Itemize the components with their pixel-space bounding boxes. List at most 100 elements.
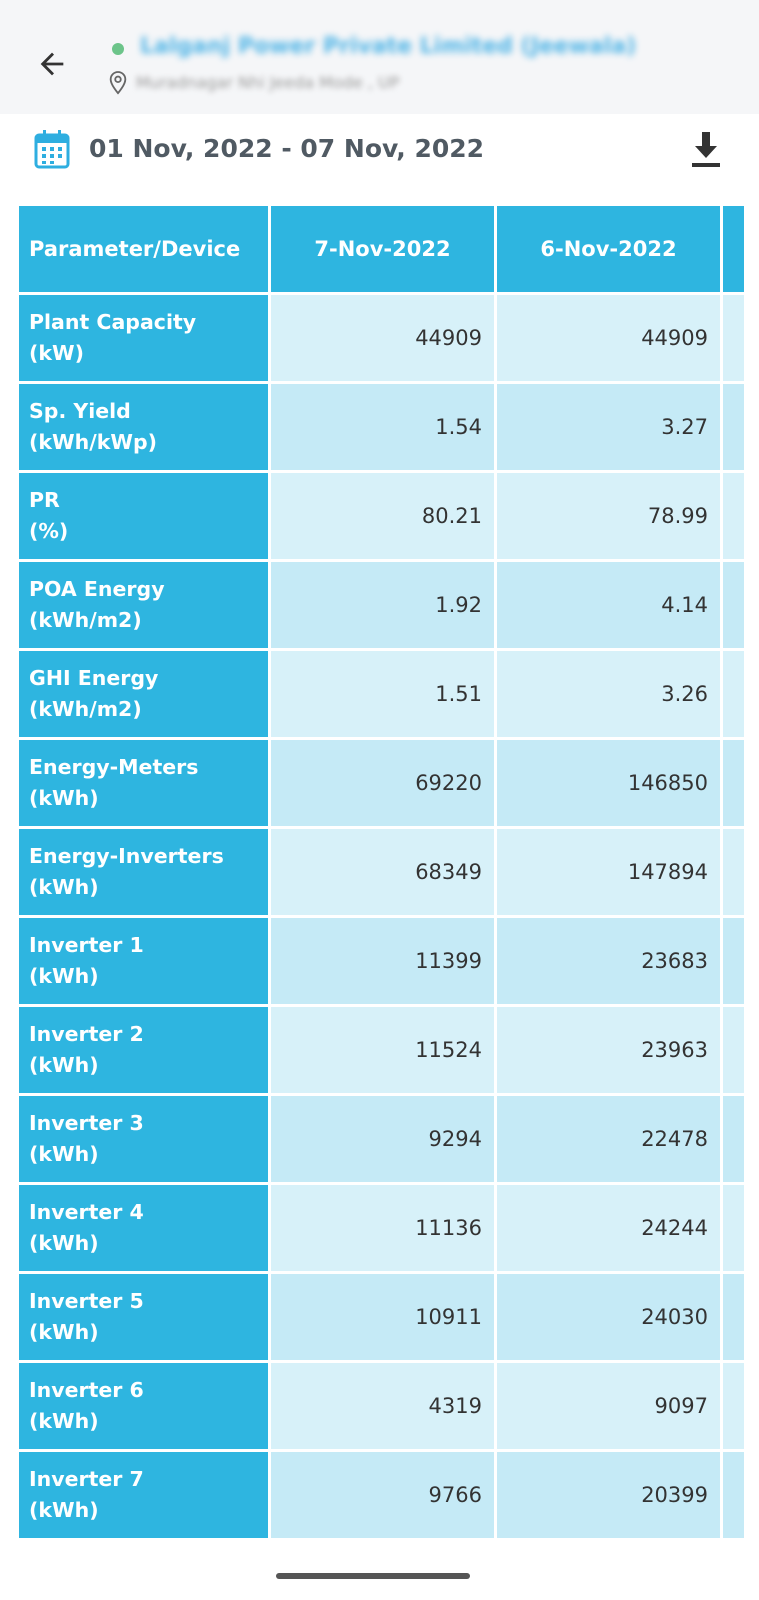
value-cell: 23963 [494,1004,723,1096]
value-cell: 9766 [268,1449,497,1541]
parameter-cell: Inverter 7 (kWh) [16,1449,271,1541]
calendar-icon[interactable] [34,129,70,169]
value-cell: 11399 [268,915,497,1007]
value-cell: 4.14 [494,559,723,651]
app-header: Lalganj Power Private Limited (Jeewala) … [0,0,759,114]
parameter-label: Inverter 3 [29,1111,144,1135]
parameter-cell: Inverter 2 (kWh) [16,1004,271,1096]
table-row: PR (%) 80.21 78.99 [16,470,744,562]
value-cell [720,648,744,740]
plant-location: Muradnagar Nhi Jeeda Mode , UP [136,73,400,92]
parameter-unit: (kWh) [29,964,99,988]
column-header-date[interactable]: 7-Nov-2022 [268,203,497,295]
report-table-container[interactable]: Parameter/Device 7-Nov-2022 6-Nov-2022 P… [16,203,744,1543]
parameter-cell: Inverter 6 (kWh) [16,1360,271,1452]
parameter-cell: Plant Capacity (kW) [16,292,271,384]
value-cell: 3.26 [494,648,723,740]
value-cell [720,1182,744,1274]
parameter-unit: (kWh) [29,786,99,810]
value-cell [720,1004,744,1096]
parameter-label: Inverter 4 [29,1200,144,1224]
table-row: GHI Energy (kWh/m2) 1.51 3.26 [16,648,744,740]
value-cell: 44909 [494,292,723,384]
report-table: Parameter/Device 7-Nov-2022 6-Nov-2022 P… [16,203,744,1541]
parameter-unit: (kWh) [29,1231,99,1255]
table-row: Inverter 5 (kWh) 10911 24030 [16,1271,744,1363]
value-cell: 24030 [494,1271,723,1363]
value-cell: 44909 [268,292,497,384]
date-range-bar: 01 Nov, 2022 - 07 Nov, 2022 [0,118,759,188]
parameter-unit: (kWh) [29,1142,99,1166]
value-cell: 80.21 [268,470,497,562]
parameter-unit: (kW) [29,341,84,365]
table-header-row: Parameter/Device 7-Nov-2022 6-Nov-2022 [16,203,744,295]
table-row: Inverter 6 (kWh) 4319 9097 [16,1360,744,1452]
parameter-unit: (kWh) [29,875,99,899]
parameter-label: Plant Capacity [29,310,197,334]
parameter-label: Sp. Yield [29,399,131,423]
download-icon[interactable] [688,130,724,170]
parameter-cell: Inverter 3 (kWh) [16,1093,271,1185]
table-row: Plant Capacity (kW) 44909 44909 [16,292,744,384]
table-row: Inverter 3 (kWh) 9294 22478 [16,1093,744,1185]
parameter-label: Inverter 6 [29,1378,144,1402]
value-cell: 69220 [268,737,497,829]
date-range-text[interactable]: 01 Nov, 2022 - 07 Nov, 2022 [89,134,485,163]
value-cell [720,470,744,562]
value-cell [720,559,744,651]
table-row: POA Energy (kWh/m2) 1.92 4.14 [16,559,744,651]
value-cell: 78.99 [494,470,723,562]
parameter-label: Inverter 5 [29,1289,144,1313]
table-row: Inverter 7 (kWh) 9766 20399 [16,1449,744,1541]
parameter-unit: (kWh) [29,1498,99,1522]
parameter-label: Energy-Inverters [29,844,224,868]
value-cell: 3.27 [494,381,723,473]
value-cell: 1.51 [268,648,497,740]
parameter-cell: Energy-Meters (kWh) [16,737,271,829]
column-header-date[interactable]: 6-Nov-2022 [494,203,723,295]
parameter-cell: Sp. Yield (kWh/kWp) [16,381,271,473]
value-cell: 24244 [494,1182,723,1274]
parameter-label: Inverter 1 [29,933,144,957]
value-cell [720,1449,744,1541]
value-cell [720,826,744,918]
location-pin-icon [109,71,127,95]
value-cell: 9294 [268,1093,497,1185]
value-cell: 147894 [494,826,723,918]
value-cell [720,1360,744,1452]
parameter-cell: POA Energy (kWh/m2) [16,559,271,651]
table-row: Inverter 4 (kWh) 11136 24244 [16,1182,744,1274]
value-cell: 22478 [494,1093,723,1185]
parameter-unit: (kWh) [29,1053,99,1077]
parameter-cell: GHI Energy (kWh/m2) [16,648,271,740]
table-row: Energy-Meters (kWh) 69220 146850 [16,737,744,829]
column-header-date[interactable] [720,203,744,295]
parameter-label: GHI Energy [29,666,159,690]
value-cell [720,381,744,473]
parameter-cell: PR (%) [16,470,271,562]
parameter-unit: (kWh/m2) [29,697,142,721]
parameter-cell: Energy-Inverters (kWh) [16,826,271,918]
parameter-cell: Inverter 1 (kWh) [16,915,271,1007]
table-row: Inverter 2 (kWh) 11524 23963 [16,1004,744,1096]
value-cell: 4319 [268,1360,497,1452]
value-cell: 23683 [494,915,723,1007]
parameter-cell: Inverter 4 (kWh) [16,1182,271,1274]
value-cell: 1.54 [268,381,497,473]
table-row: Inverter 1 (kWh) 11399 23683 [16,915,744,1007]
value-cell: 68349 [268,826,497,918]
value-cell: 20399 [494,1449,723,1541]
parameter-unit: (kWh) [29,1320,99,1344]
value-cell: 146850 [494,737,723,829]
parameter-unit: (kWh) [29,1409,99,1433]
home-indicator[interactable] [276,1573,470,1579]
arrow-left-icon [40,52,64,76]
parameter-label: POA Energy [29,577,165,601]
parameter-label: Energy-Meters [29,755,199,779]
value-cell [720,1271,744,1363]
value-cell: 10911 [268,1271,497,1363]
parameter-unit: (kWh/kWp) [29,430,157,454]
back-button[interactable] [28,40,76,88]
value-cell: 11524 [268,1004,497,1096]
value-cell [720,915,744,1007]
